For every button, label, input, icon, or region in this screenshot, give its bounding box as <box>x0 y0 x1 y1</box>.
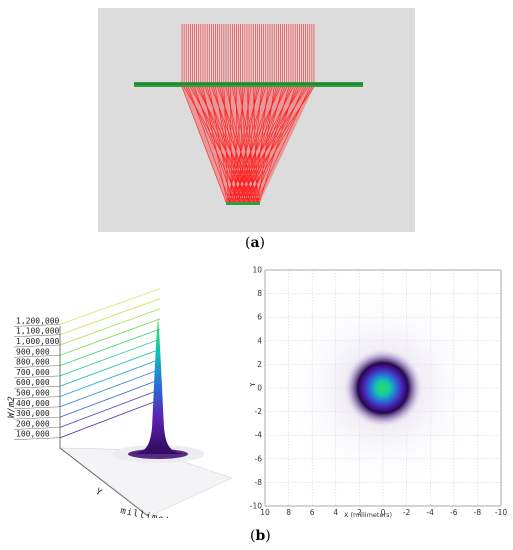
z-tick-label: 500,000 <box>16 389 50 398</box>
focused-ray <box>196 86 259 203</box>
z-tick-label: 200,000 <box>16 419 50 428</box>
focused-rays <box>181 86 315 203</box>
y-tick-labels: 10 8 6 4 2 0 -2 -4 -6 -8 -10 <box>250 266 262 511</box>
irradiance-spot <box>342 347 424 429</box>
y-tick-label: 8 <box>257 289 262 298</box>
ray-trace-render <box>98 8 415 232</box>
z-grid-line <box>59 358 161 397</box>
x-tick-label: 10 <box>260 508 270 517</box>
z-tick-label: 1,200,000 <box>16 316 60 325</box>
z-tick-line <box>13 344 61 348</box>
z-tick-label: 300,000 <box>16 409 50 418</box>
z-axis-label: W/m2 <box>7 396 17 418</box>
z-tick-line <box>13 365 61 368</box>
x-tick-label: 0 <box>381 508 386 517</box>
surface-plot: 100,000 200,000 300,000 400,000 500,000 600,0… <box>0 268 233 531</box>
x-tick-label: 6 <box>310 508 315 517</box>
panel-b-caption: (b) <box>250 528 271 544</box>
target-plate <box>226 202 260 205</box>
x-tick-label: -6 <box>450 508 458 517</box>
z-grid-line <box>59 389 161 428</box>
y-tick-label: 10 <box>252 266 262 275</box>
z-tick-label: 900,000 <box>16 347 50 356</box>
z-tick-label: 800,000 <box>16 358 50 367</box>
z-tick-label: 700,000 <box>16 368 50 377</box>
z-tick-line <box>13 324 61 327</box>
z-tick-line <box>13 416 61 420</box>
z-grid-line <box>59 298 161 336</box>
y-tick-label: -6 <box>255 454 263 463</box>
z-tick-label: 600,000 <box>16 378 50 387</box>
z-grid-lines <box>13 288 161 440</box>
focused-ray <box>217 86 260 203</box>
y-tick-label: -8 <box>255 478 263 487</box>
x-tick-label: -4 <box>426 508 434 517</box>
y-tick-label: -4 <box>255 431 263 440</box>
peak-base <box>128 449 188 459</box>
z-tick-line <box>13 385 61 389</box>
irradiance-heatmap-chart: 10 8 6 4 2 0 -2 -4 -6 -8 -10 10 8 6 4 2 0 -2 -4 -6 -8 -10 X … <box>248 266 507 520</box>
ray-cone-fill <box>182 87 314 202</box>
focused-ray <box>259 86 296 203</box>
y-axis-label: Y <box>94 487 104 499</box>
focused-ray <box>183 86 251 203</box>
y-axis-title: Y <box>250 382 257 388</box>
z-grid-line <box>59 399 161 439</box>
x-tick-label: -10 <box>495 508 507 517</box>
focused-ray <box>181 86 227 203</box>
z-tick-line <box>13 355 61 358</box>
panel-a-caption: (a) <box>245 235 266 251</box>
z-tick-line <box>13 375 61 379</box>
y-tick-label: 2 <box>257 360 262 369</box>
y-tick-label: -10 <box>250 502 262 511</box>
z-tick-line <box>13 427 61 430</box>
z-tick-label: 100,000 <box>16 430 50 439</box>
y-tick-label: 4 <box>257 336 262 345</box>
z-grid-line <box>59 288 161 325</box>
z-grid-line <box>59 369 161 408</box>
panel-b-label: b <box>255 528 266 544</box>
z-grid-line <box>59 328 161 366</box>
x-tick-label: -8 <box>474 508 482 517</box>
z-tick-line <box>13 406 61 410</box>
z-grid-line <box>59 348 161 387</box>
z-grid-line <box>59 308 161 346</box>
x-tick-labels: 10 8 6 4 2 0 -2 -4 -6 -8 -10 <box>260 508 507 517</box>
incident-rays <box>181 24 315 82</box>
z-grid-line <box>59 318 161 356</box>
focused-ray <box>258 86 275 203</box>
z-tick-label: 1,000,000 <box>16 337 60 346</box>
irradiance-peak <box>128 318 188 454</box>
x-axis-title: X (millimeters) <box>344 511 392 519</box>
z-tick-line <box>13 396 61 399</box>
z-tick-label: 400,000 <box>16 399 50 408</box>
z-grid-line <box>59 379 161 418</box>
z-tick-line <box>13 334 61 337</box>
y-tick-label: -2 <box>255 407 263 416</box>
x-tick-label: 2 <box>357 508 362 517</box>
focused-ray <box>190 86 255 203</box>
x-tick-label: 4 <box>333 508 338 517</box>
z-tick-label: 1,100,000 <box>16 327 60 336</box>
focused-ray <box>238 86 261 203</box>
z-grid-line <box>59 338 161 377</box>
x-tick-label: -2 <box>403 508 411 517</box>
y-tick-label: 0 <box>257 384 262 393</box>
y-tick-label: 6 <box>257 313 262 322</box>
panel-a <box>98 8 415 232</box>
floor-edge-left <box>59 447 149 517</box>
x-tick-label: 8 <box>286 508 291 517</box>
heatmap-panel: 10 8 6 4 2 0 -2 -4 -6 -8 -10 10 8 6 4 2 0 -2 -4 -6 -8 -10 X … <box>248 262 512 524</box>
panel-a-label: a <box>250 235 260 251</box>
z-tick-line <box>13 437 61 440</box>
